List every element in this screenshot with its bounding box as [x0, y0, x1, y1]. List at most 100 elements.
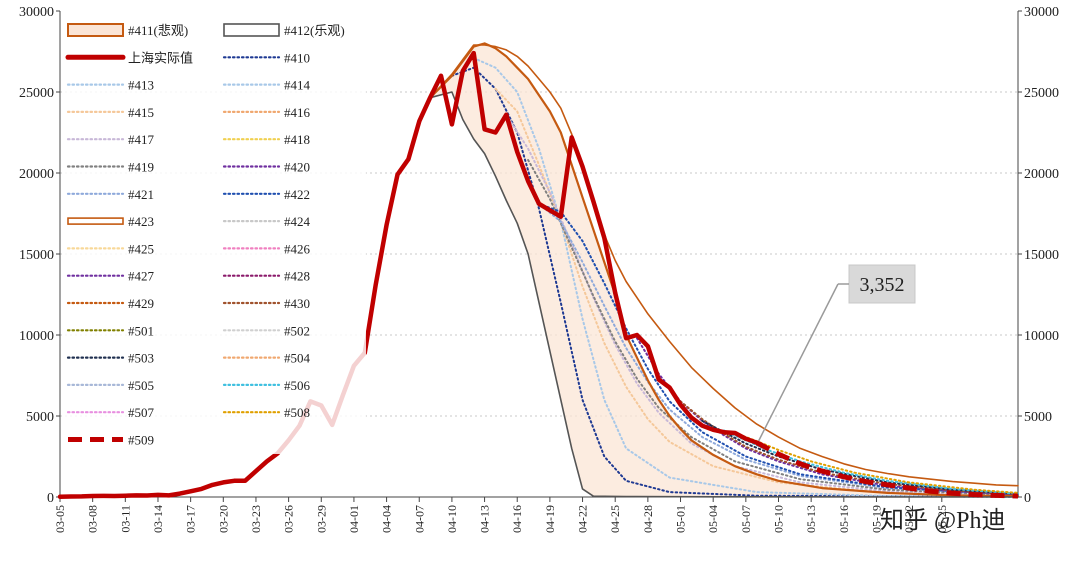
x-tick-label: 05-10 — [772, 505, 786, 533]
legend-label: #425 — [128, 241, 154, 256]
legend-item: #424 — [222, 214, 311, 229]
band-fill — [430, 43, 1019, 498]
legend-item: #422 — [222, 187, 310, 202]
y-tick-label-left: 10000 — [19, 329, 54, 344]
legend-item: #426 — [222, 241, 311, 256]
callout-leader-line — [758, 283, 839, 442]
legend-item: #429 — [66, 296, 154, 311]
legend-swatch — [223, 23, 280, 37]
callout-box — [848, 264, 916, 304]
legend-item: #502 — [222, 323, 310, 338]
x-tick-label: 04-10 — [445, 505, 459, 533]
legend-label: #506 — [284, 378, 311, 393]
series-line-415 — [494, 87, 1019, 497]
legend-label: #424 — [284, 214, 311, 229]
value-callout: 3,352 — [758, 264, 916, 442]
legend-item: #410 — [222, 50, 310, 65]
legend-item: #414 — [222, 78, 311, 93]
legend-label: #509 — [128, 433, 154, 448]
legend-item: #505 — [66, 378, 154, 393]
legend-label: #423 — [128, 214, 154, 229]
y-tick-label-left: 30000 — [19, 5, 54, 20]
y-tick-label-right: 20000 — [1024, 167, 1059, 182]
legend-item: #430 — [222, 296, 310, 311]
legend-label: #426 — [284, 241, 311, 256]
series-line-430 — [679, 400, 1019, 496]
legend-label: #412(乐观) — [284, 23, 345, 38]
legend-item: #428 — [222, 269, 310, 284]
legend-label: #417 — [128, 132, 155, 147]
y-tick-label-left: 15000 — [19, 248, 54, 263]
x-tick-label: 04-28 — [641, 505, 655, 533]
series-line-419 — [527, 159, 1019, 497]
y-tick-label-left: 5000 — [26, 410, 54, 425]
x-tick-label: 04-25 — [608, 505, 622, 533]
legend-item: #412(乐观) — [223, 23, 345, 38]
legend-label: #504 — [284, 351, 311, 366]
legend-item: #423 — [67, 214, 154, 229]
series-lines — [57, 42, 1020, 499]
legend-item: #504 — [222, 351, 311, 366]
x-tick-label: 05-01 — [674, 505, 688, 533]
watermark: 知乎 @Ph迪 — [880, 507, 1005, 534]
legend-item: #416 — [222, 105, 311, 120]
legend-label: #422 — [284, 187, 310, 202]
x-tick-label: 04-19 — [543, 505, 557, 533]
x-tick-label: 05-07 — [739, 505, 753, 533]
legend-label: #503 — [128, 351, 154, 366]
legend-item: #417 — [66, 132, 155, 147]
legend-label: 上海实际值 — [128, 50, 193, 65]
y-tick-label-left: 20000 — [19, 167, 54, 182]
x-tick-label: 03-08 — [86, 505, 100, 533]
y-tick-label-left: 0 — [47, 491, 54, 506]
legend-background — [62, 13, 366, 454]
x-tick-label: 03-05 — [53, 505, 67, 533]
y-tick-label-right: 15000 — [1024, 248, 1059, 263]
x-tick-label: 04-13 — [478, 505, 492, 533]
y-tick-label-right: 0 — [1024, 491, 1031, 506]
legend-label: #418 — [284, 132, 310, 147]
legend-label: #416 — [284, 105, 311, 120]
y-axis-right-ticks: 0 5000 10000 15000 20000 25000 30000 — [1018, 5, 1059, 506]
legend-label: #501 — [128, 323, 154, 338]
legend-label: #421 — [128, 187, 154, 202]
legend-label: #429 — [128, 296, 154, 311]
series-line-417 — [505, 113, 1019, 497]
legend-label: #410 — [284, 50, 310, 65]
legend-label: #413 — [128, 78, 154, 93]
x-tick-label: 03-23 — [249, 505, 263, 533]
callout-value: 3,352 — [860, 274, 905, 296]
legend-item: #507 — [66, 405, 155, 420]
y-tick-label-right: 10000 — [1024, 329, 1059, 344]
legend-item: #413 — [66, 78, 154, 93]
legend-item: #425 — [66, 241, 154, 256]
legend-item: #421 — [66, 187, 154, 202]
series-line-509 — [755, 440, 1019, 499]
x-tick-label: 04-07 — [412, 505, 426, 533]
legend-item: #427 — [66, 269, 155, 284]
legend-swatch — [67, 23, 124, 37]
legend-item: #506 — [222, 378, 311, 393]
legend-label: #411(悲观) — [128, 23, 188, 38]
legend-label: #420 — [284, 160, 310, 175]
legend-item: #420 — [222, 160, 310, 175]
legend-item: #411(悲观) — [67, 23, 188, 38]
series-line-412 — [429, 91, 1019, 498]
legend-label: #427 — [128, 269, 155, 284]
legend-item: #419 — [66, 160, 154, 175]
legend-label: #419 — [128, 160, 154, 175]
legend-item: #501 — [66, 323, 154, 338]
series-line-422 — [538, 202, 1019, 496]
forecast-range-band — [430, 43, 1019, 498]
x-tick-label: 04-01 — [347, 505, 361, 533]
legend-item: #415 — [66, 105, 154, 120]
y-axis-left-ticks: 0 5000 10000 15000 20000 25000 30000 — [19, 5, 60, 506]
series-line- — [57, 50, 759, 499]
x-tick-label: 05-13 — [804, 505, 818, 533]
legend-label: #428 — [284, 269, 310, 284]
x-tick-label: 05-19 — [869, 505, 883, 533]
legend-label: #414 — [284, 78, 311, 93]
x-tick-label: 03-29 — [314, 505, 328, 533]
x-tick-label: 05-16 — [837, 505, 851, 533]
